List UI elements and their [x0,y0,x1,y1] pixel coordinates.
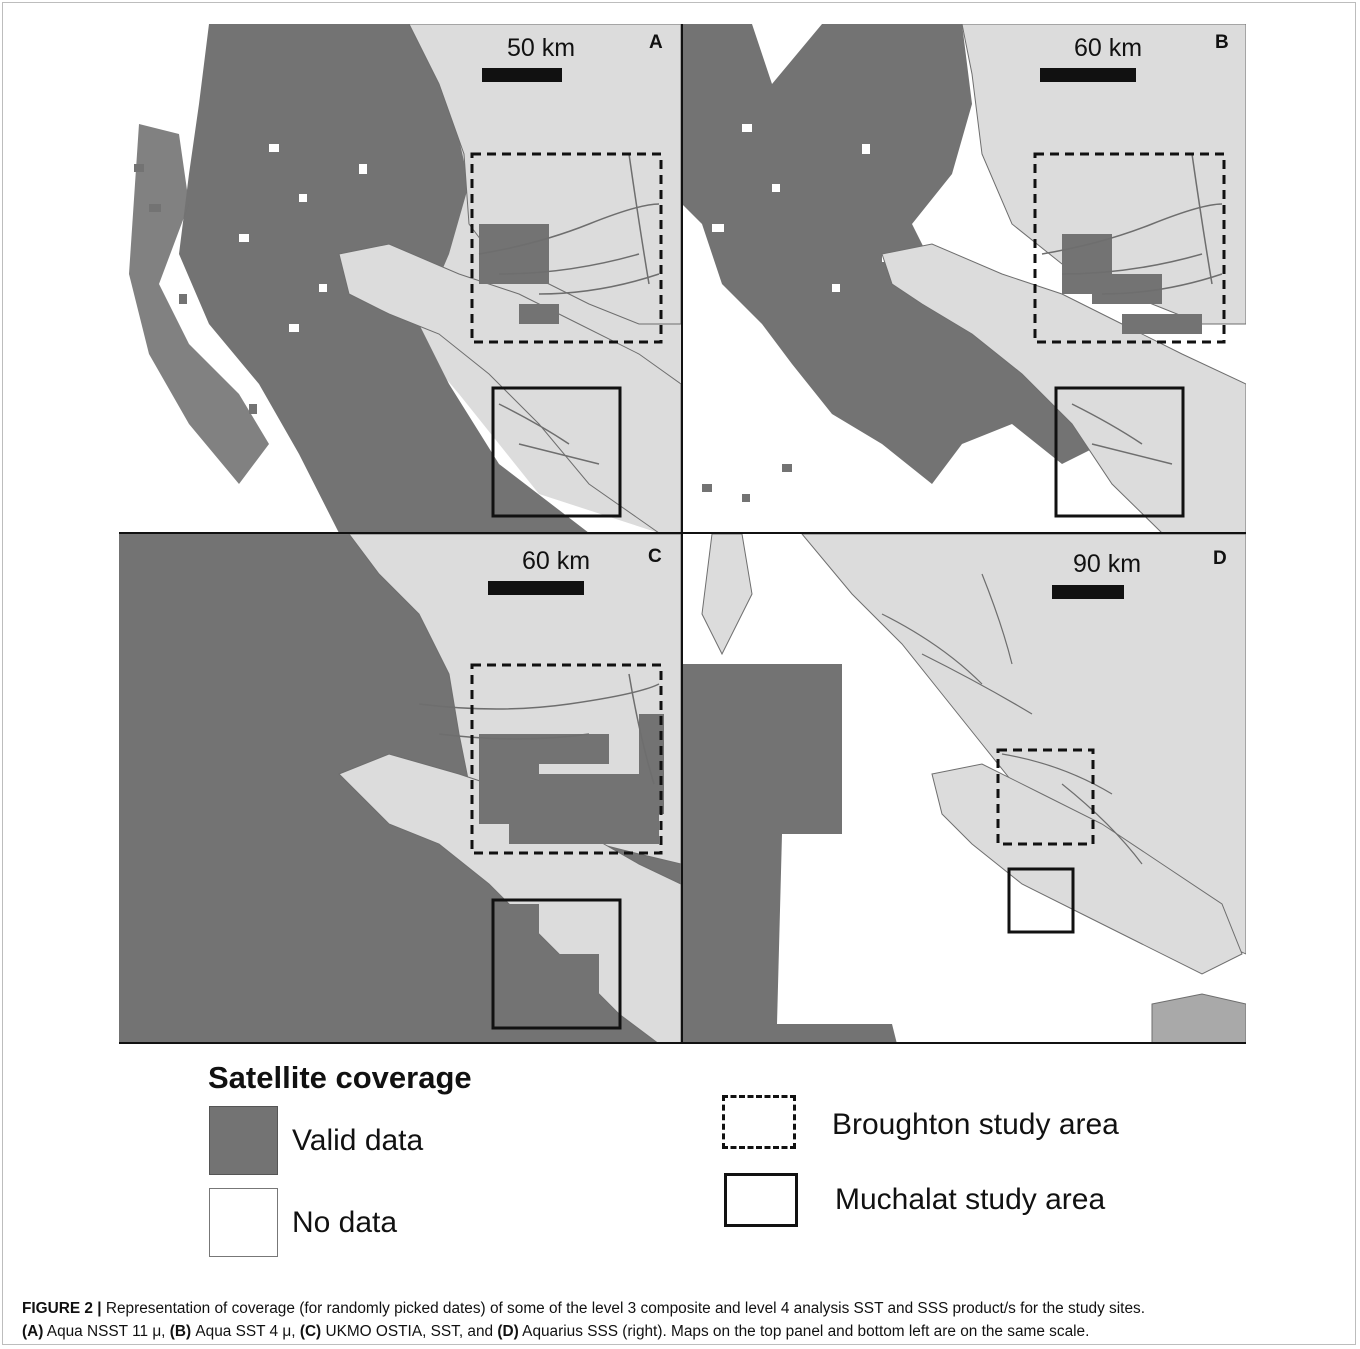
legend-swatch-nodata [209,1188,278,1257]
scale-bar-a [482,68,562,82]
panel-b: 60 km B [682,24,1246,533]
panel-c: 60 km C [119,534,681,1044]
panel-letter-a: A [649,32,663,53]
panel-letter-d: D [1213,548,1227,569]
panel-d: 90 km D [682,534,1246,1044]
muchalat-box-b [1054,386,1185,518]
scale-bar-d [1052,585,1124,599]
legend-swatch-valid [209,1106,278,1175]
legend-label-broughton: Broughton study area [832,1108,1119,1141]
caption-a-label: (A) [22,1323,44,1341]
caption-c-text: UKMO OSTIA, SST, and [321,1323,498,1341]
map-grid: 50 km A [119,24,1246,1044]
caption-a-text: Aqua NSST 11 μ, [43,1323,170,1341]
panel-letter-c: C [648,546,662,567]
broughton-box-d [996,748,1095,846]
caption-line1: Representation of coverage (for randomly… [101,1300,1145,1317]
panel-c-map [119,534,681,1044]
muchalat-box-c [491,898,622,1030]
figure-caption: FIGURE 2 | Representation of coverage (f… [22,1297,1342,1343]
panel-a-map [119,24,681,533]
panel-letter-b: B [1215,32,1229,53]
caption-d-text: Aquarius SSS (right). Maps on the top pa… [518,1323,1090,1341]
broughton-box-b [1033,152,1226,344]
map-bottom-border [119,1042,1246,1044]
legend-label-muchalat: Muchalat study area [835,1183,1106,1216]
muchalat-box-a [491,386,622,518]
broughton-box-c [470,663,663,855]
scale-bar-b [1040,68,1136,82]
legend-muchalat-box [724,1173,798,1227]
scale-label-a: 50 km [506,34,576,62]
legend-title: Satellite coverage [208,1060,472,1095]
panel-divider-vertical [681,24,683,1044]
legend-label-valid: Valid data [292,1124,424,1157]
broughton-box-a [470,152,663,344]
scale-bar-c [488,581,584,595]
legend-label-nodata: No data [292,1206,398,1239]
caption-figure-label: FIGURE 2 | [22,1300,102,1317]
panel-divider-horizontal [119,532,1246,534]
caption-c-label: (C) [299,1323,322,1341]
caption-d-label: (D) [497,1323,519,1341]
panel-a: 50 km A [119,24,681,533]
scale-label-c: 60 km [521,547,591,575]
muchalat-box-d [1007,867,1075,934]
caption-b-text: Aqua SST 4 μ, [191,1323,300,1341]
panel-d-map [682,534,1246,1044]
caption-b-label: (B) [169,1323,192,1341]
legend-broughton-box [722,1095,796,1149]
panel-b-map [682,24,1246,533]
scale-label-b: 60 km [1073,34,1143,62]
scale-label-d: 90 km [1072,550,1142,578]
